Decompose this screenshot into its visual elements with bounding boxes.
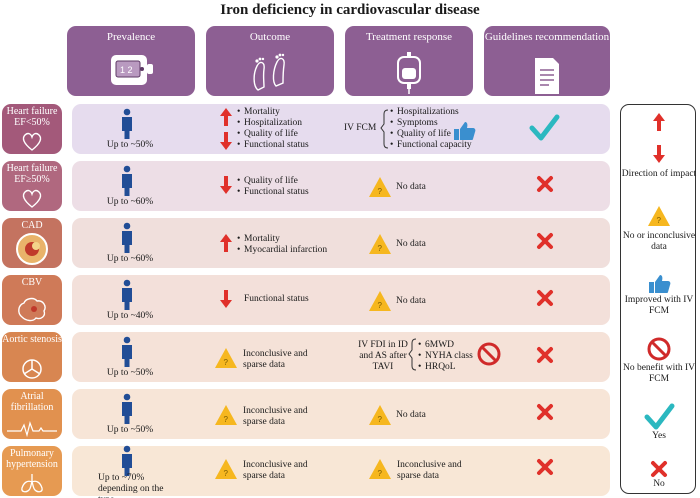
row-label-text: Atrial fibrillation <box>10 391 54 413</box>
prevalence-text: Up to ~50% <box>106 425 154 435</box>
legend-panel: ? Direction of impact No or inconclusive… <box>620 104 696 494</box>
footprints-icon <box>253 53 285 91</box>
outcome-list: Mortality Myocardial infarction <box>237 234 347 256</box>
svg-text:1 2: 1 2 <box>120 65 133 75</box>
brain-icon <box>18 297 46 322</box>
outcome-item: Quality of life <box>237 129 347 140</box>
outcome-text: Functional status <box>244 294 309 304</box>
outcome-text: Inconclusive and sparse data <box>243 349 308 370</box>
legend-label: Direction of impact <box>621 169 697 179</box>
valve-icon <box>22 359 42 379</box>
treatment-item: Functional capacity <box>390 140 490 151</box>
row-label-text: Aortic stenosis <box>2 334 62 345</box>
lungs-icon <box>21 474 43 493</box>
treatment-item: Hospitalizations <box>390 107 490 118</box>
row-label-cad: CAD <box>2 218 62 268</box>
outcome-item: Functional status <box>237 140 347 151</box>
column-header-outcome: Outcome <box>206 26 334 96</box>
treatment-item: HRQoL <box>418 362 478 373</box>
legend-label: No <box>653 479 665 489</box>
prevalence-text: Up to ~60% <box>106 254 154 264</box>
treatment-item: Quality of life <box>390 129 490 140</box>
column-header-label: Outcome <box>249 31 291 43</box>
heart-icon <box>22 189 42 208</box>
column-header-guidelines: Guidelines recommendation <box>484 26 610 96</box>
row-label-atrial-fibrillation: Atrial fibrillation <box>2 389 62 439</box>
row-band-atrial-fibrillation <box>72 389 610 439</box>
row-label-heart-failure-pef: Heart failure EF≥50% <box>2 161 62 211</box>
outcome-item: Hospitalization <box>237 118 347 129</box>
column-header-treatment-response: Treatment response <box>345 26 473 96</box>
heart-icon <box>22 132 42 151</box>
legend-icons: ? <box>644 113 675 477</box>
row-band-pulmonary-hypertension <box>72 446 610 496</box>
treatment-text: Inconclusive and sparse data <box>397 460 462 481</box>
treatment-prefix: IV FDI in ID and AS after TAVI <box>358 340 408 372</box>
row-label-pulmonary-hypertension: Pulmonary hypertension <box>2 446 62 496</box>
outcome-item: Mortality <box>237 107 347 118</box>
infusion-pump-icon: 1 2 <box>111 55 153 85</box>
treatment-text: No data <box>396 410 426 420</box>
row-label-text: CBV <box>21 277 43 288</box>
ecg-icon <box>7 421 57 437</box>
legend-label: Improved with IV FCM <box>624 295 694 316</box>
treatment-item: Symptoms <box>390 118 490 129</box>
column-header-label: Prevalence <box>106 31 156 43</box>
row-band-aortic-stenosis <box>72 332 610 382</box>
svg-text:?: ? <box>657 216 662 225</box>
column-header-label: Guidelines recommendation <box>484 31 610 43</box>
outcome-text: Inconclusive and sparse data <box>243 406 308 427</box>
treatment-list: 6MWD NYHA class HRQoL <box>418 340 478 373</box>
row-label-text: CAD <box>21 220 43 231</box>
legend-label: No benefit with IV FCM <box>622 363 696 384</box>
treatment-list: Hospitalizations Symptoms Quality of lif… <box>390 107 490 151</box>
column-header-label: Treatment response <box>365 31 453 43</box>
prevalence-text: Up to ~60% <box>106 197 154 207</box>
warning-icon: ? <box>648 206 670 226</box>
cross-icon <box>651 461 667 477</box>
outcome-text: Inconclusive and sparse data <box>243 460 308 481</box>
row-label-text: Heart failure EF<50% <box>6 106 58 128</box>
row-label-text: Heart failure EF≥50% <box>6 163 58 185</box>
check-icon <box>644 403 675 430</box>
row-label-cbv: CBV <box>2 275 62 325</box>
treatment-text: No data <box>396 239 426 249</box>
up-arrow-icon <box>653 113 665 131</box>
outcome-item: Functional status <box>237 187 347 198</box>
outcome-list: Mortality Hospitalization Quality of lif… <box>237 107 347 151</box>
outcome-list: Quality of life Functional status <box>237 176 347 198</box>
prevalence-text: Up to ~40% <box>106 311 154 321</box>
treatment-text: No data <box>396 182 426 192</box>
row-band-cbv <box>72 275 610 325</box>
no-sign-icon <box>647 337 671 361</box>
row-label-aortic-stenosis: Aortic stenosis <box>2 332 62 382</box>
outcome-item: Quality of life <box>237 176 347 187</box>
row-label-heart-failure-ref: Heart failure EF<50% <box>2 104 62 154</box>
outcome-item: Mortality <box>237 234 347 245</box>
prevalence-text: Up to ~70% depending on the type <box>98 473 164 498</box>
artery-icon <box>16 233 48 265</box>
figure-title: Iron deficiency in cardiovascular diseas… <box>220 2 480 18</box>
row-label-text: Pulmonary hypertension <box>6 448 58 470</box>
column-header-prevalence: Prevalence 1 2 <box>67 26 195 96</box>
legend-label: Yes <box>652 431 666 441</box>
document-icon <box>535 58 559 94</box>
outcome-item: Myocardial infarction <box>237 245 347 256</box>
prevalence-text: Up to ~50% <box>106 368 154 378</box>
thumbs-up-icon <box>649 275 671 293</box>
treatment-item: NYHA class <box>418 351 478 362</box>
legend-label: No or inconclusive data <box>622 231 696 252</box>
iv-bag-icon <box>397 52 421 94</box>
down-arrow-icon <box>653 145 665 163</box>
treatment-item: 6MWD <box>418 340 478 351</box>
treatment-text: No data <box>396 296 426 306</box>
treatment-prefix: IV FCM <box>344 123 377 133</box>
prevalence-text: Up to ~50% <box>106 140 154 150</box>
